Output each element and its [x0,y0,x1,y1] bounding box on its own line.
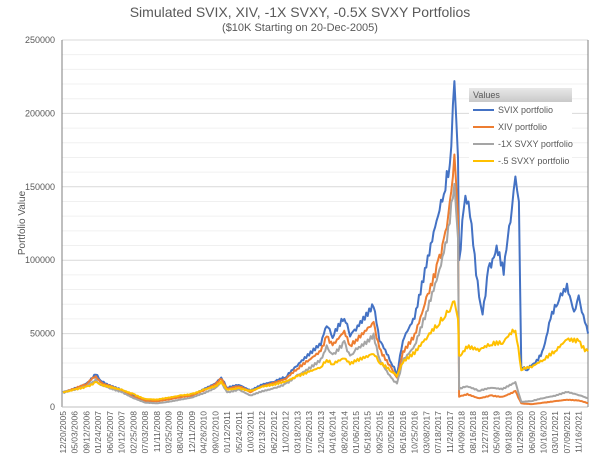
y-tick-labels: 0 50000 100000 150000 200000 250000 [25,35,55,412]
x-tick-label: 02/05/2016 [386,411,396,454]
y-tick-label: 0 [50,402,55,412]
x-tick-label: 09/25/2015 [374,411,384,454]
x-tick-label: 09/02/2010 [210,411,220,454]
x-tick-label: 08/04/2009 [175,411,185,454]
x-tick-label: 06/05/2007 [105,411,115,454]
chart-title: Simulated SVIX, XIV, -1X SVXY, -0.5X SVX… [130,4,471,20]
series-line--5-svxy-portfolio [62,300,589,401]
series-line--1x-svxy-portfolio [62,182,589,405]
series-line-xiv-portfolio [62,153,589,406]
x-tick-label: 09/12/2006 [81,411,91,454]
x-tick-label: 05/24/2011 [234,411,244,453]
x-tick-label: 06/22/2012 [269,411,279,454]
x-tick-label: 10/16/2020 [539,411,549,454]
chart-subtitle: ($10K Starting on 20-Dec-2005) [222,22,378,34]
x-tick-label: 04/09/2018 [456,411,466,454]
x-tick-label: 03/18/2013 [292,411,302,454]
x-tick-label: 06/09/2020 [527,411,537,454]
x-tick-label: 09/18/2019 [503,411,513,454]
x-tick-label: 12/20/2005 [58,411,68,454]
x-tick-label: 02/13/2012 [257,411,267,454]
x-tick-label: 07/03/2008 [140,411,150,454]
x-tick-label: 07/09/2021 [562,411,572,454]
legend: Values SVIX portfolio XIV portfolio -1X SV… [469,88,573,170]
x-tick-label: 01/06/2015 [351,411,361,454]
x-tick-labels: 12/20/2005 05/03/2006 09/12/2006 01/24/2007… [58,411,584,454]
x-tick-label: 03/25/2009 [163,411,173,454]
x-tick-label: 03/01/2021 [550,411,560,454]
x-tick-label: 12/04/2013 [316,411,326,454]
legend-title: Values [473,90,500,100]
legend-entry: SVIX portfolio [498,105,553,115]
legend-header [469,88,572,102]
x-tick-label: 05/18/2015 [363,411,373,454]
x-tick-label: 12/11/2009 [187,411,197,453]
x-tick-label: 11/16/2021 [574,411,584,453]
x-tick-label: 03/08/2017 [421,411,431,454]
legend-entry: -1X SVXY portfolio [498,139,573,149]
x-tick-label: 07/18/2017 [433,411,443,454]
legend-entry: -.5 SVXY portfolio [498,156,569,166]
x-tick-label: 04/16/2014 [328,411,338,454]
x-tick-label: 08/16/2018 [468,411,478,454]
x-tick-label: 11/24/2017 [445,411,455,453]
y-tick-label: 150000 [25,182,55,192]
x-tick-label: 02/25/2008 [128,411,138,454]
x-tick-label: 01/12/2011 [222,411,232,453]
y-tick-label: 250000 [25,35,55,45]
x-tick-label: 01/24/2007 [93,411,103,454]
x-tick-label: 01/29/2020 [515,411,525,454]
x-tick-label: 11/11/2008 [152,411,162,453]
y-tick-label: 200000 [25,108,55,118]
x-tick-label: 08/26/2014 [339,411,349,454]
x-tick-label: 06/16/2016 [398,411,408,454]
y-tick-label: 50000 [30,329,55,339]
y-axis-label: Portfolio Value [17,190,28,255]
x-tick-label: 10/03/2011 [246,411,256,453]
legend-entry: XIV portfolio [498,122,547,132]
x-tick-label: 05/09/2019 [492,411,502,454]
x-tick-label: 07/26/2013 [304,411,314,454]
series-lines [62,80,590,406]
y-tick-label: 100000 [25,255,55,265]
x-tick-label: 10/12/2007 [117,411,127,454]
x-tick-label: 10/25/2016 [410,411,420,454]
x-tick-label: 04/26/2010 [199,411,209,454]
x-tick-label: 11/02/2012 [281,411,291,453]
x-tick-label: 12/27/2018 [480,411,490,454]
x-tick-label: 05/03/2006 [70,411,80,454]
